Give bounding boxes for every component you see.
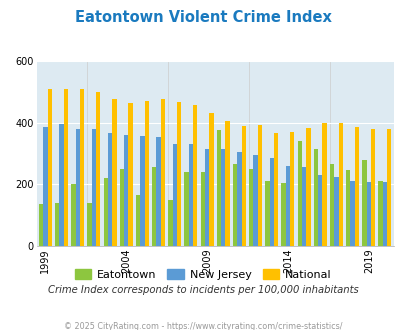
Bar xyxy=(80,89,84,246)
Bar xyxy=(345,170,350,246)
Bar xyxy=(221,149,225,246)
Bar xyxy=(193,105,197,246)
Bar xyxy=(205,149,209,246)
Text: Eatontown Violent Crime Index: Eatontown Violent Crime Index xyxy=(75,10,330,25)
Bar xyxy=(216,130,221,246)
Bar xyxy=(354,127,358,246)
Bar xyxy=(361,160,366,246)
Bar xyxy=(168,200,172,246)
Bar xyxy=(87,203,92,246)
Bar xyxy=(269,158,273,246)
Bar xyxy=(156,137,160,246)
Text: Crime Index corresponds to incidents per 100,000 inhabitants: Crime Index corresponds to incidents per… xyxy=(47,285,358,295)
Bar xyxy=(59,124,64,246)
Bar xyxy=(281,183,285,246)
Bar xyxy=(333,177,338,246)
Bar xyxy=(329,164,333,246)
Bar xyxy=(71,184,75,246)
Bar xyxy=(47,89,52,246)
Bar xyxy=(112,99,116,246)
Bar xyxy=(237,152,241,246)
Bar xyxy=(350,181,354,246)
Bar xyxy=(301,167,305,246)
Bar xyxy=(188,144,193,246)
Bar xyxy=(43,127,47,246)
Bar xyxy=(377,181,382,246)
Bar xyxy=(248,169,253,246)
Bar xyxy=(128,103,132,246)
Bar xyxy=(177,102,181,246)
Bar xyxy=(386,129,390,246)
Bar xyxy=(370,129,374,246)
Bar xyxy=(305,128,310,246)
Bar xyxy=(322,123,326,246)
Bar xyxy=(124,135,128,246)
Bar xyxy=(382,182,386,246)
Bar xyxy=(200,172,205,246)
Bar xyxy=(225,121,229,246)
Bar xyxy=(253,155,257,246)
Bar xyxy=(313,149,317,246)
Bar xyxy=(140,136,144,246)
Bar xyxy=(103,178,108,246)
Bar xyxy=(257,125,262,246)
Bar xyxy=(273,133,277,246)
Bar xyxy=(96,92,100,246)
Bar xyxy=(297,141,301,246)
Bar xyxy=(39,204,43,246)
Bar xyxy=(119,170,124,246)
Bar xyxy=(75,129,80,246)
Legend: Eatontown, New Jersey, National: Eatontown, New Jersey, National xyxy=(70,265,335,284)
Bar xyxy=(241,126,245,246)
Bar xyxy=(184,172,188,246)
Bar xyxy=(92,129,96,246)
Bar xyxy=(108,133,112,246)
Bar xyxy=(144,101,149,246)
Bar xyxy=(55,203,59,246)
Text: © 2025 CityRating.com - https://www.cityrating.com/crime-statistics/: © 2025 CityRating.com - https://www.city… xyxy=(64,322,341,330)
Bar xyxy=(232,164,237,246)
Bar xyxy=(290,132,294,246)
Bar xyxy=(160,99,165,246)
Bar xyxy=(172,144,177,246)
Bar xyxy=(366,182,370,246)
Bar xyxy=(338,123,342,246)
Bar xyxy=(152,167,156,246)
Bar xyxy=(285,166,290,246)
Bar xyxy=(64,89,68,246)
Bar xyxy=(264,181,269,246)
Bar xyxy=(317,175,322,246)
Bar xyxy=(209,114,213,246)
Bar xyxy=(136,195,140,246)
